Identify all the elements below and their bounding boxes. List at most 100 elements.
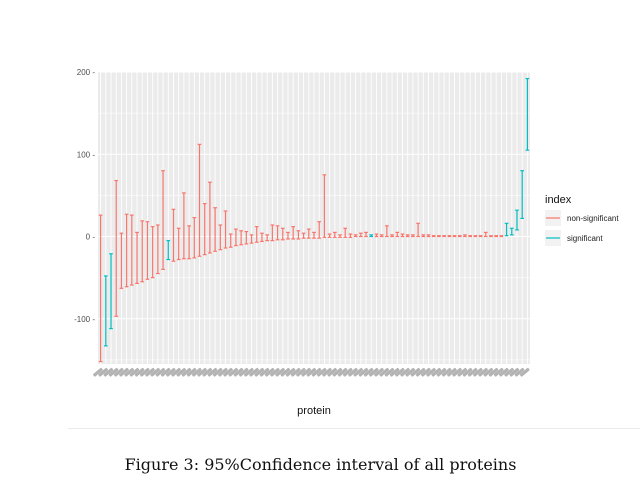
x-tick-label [467,367,478,377]
x-tick-label [379,367,390,377]
x-tick-label [457,367,468,377]
x-tick-label [316,367,327,377]
errorbar [338,234,342,238]
errorbar [400,233,405,238]
x-tick-label [358,367,369,377]
x-tick-label [473,367,483,377]
errorbar [140,220,145,283]
errorbar [202,203,207,256]
errorbar [359,232,363,238]
x-tick-label [478,367,488,377]
errorbar [343,227,348,238]
x-tick-label [441,367,452,377]
x-tick-label [374,367,384,377]
x-tick-label [296,367,306,377]
x-tick-label [150,367,161,377]
x-tick-label [353,367,363,377]
x-tick-label [270,367,280,377]
errorbar [161,170,165,271]
errorbar [416,222,420,238]
x-tick-label [509,367,520,377]
x-tick-label [504,367,514,377]
x-tick-label [311,367,322,377]
errorbar [280,227,285,241]
x-tick-label [108,367,119,377]
errorbar [520,170,525,220]
x-tick-label [129,367,140,377]
errorbar [431,235,436,238]
x-tick-label [301,367,311,377]
x-tick-label [447,367,457,377]
errorbar [286,231,290,240]
errorbar [306,228,311,239]
errorbar [395,231,400,238]
errorbar [218,224,223,251]
figure-caption: Figure 3: 95%Confidence interval of all … [124,455,517,474]
errorbar [468,235,472,238]
x-tick-label [488,367,499,377]
x-tick-label [410,367,421,377]
x-tick-label [285,367,296,377]
x-tick-label [119,367,129,377]
errorbar [447,235,452,238]
caption-divider [68,428,640,429]
errorbar [317,221,322,239]
legend: index non-significant significant [545,194,619,246]
x-axis-tick-labels [93,367,530,377]
errorbar [301,232,306,239]
y-tick-label: 200 - [77,68,96,77]
x-tick-label [254,367,265,377]
errorbar [182,192,186,260]
x-tick-label [420,367,431,377]
x-tick-label [280,367,291,377]
x-tick-label [259,367,270,377]
x-tick-label [306,367,317,377]
errorbar [208,181,212,254]
errorbar [265,234,269,242]
errorbar [223,210,228,249]
errorbar [254,226,259,243]
x-tick-label [171,367,181,377]
x-tick-label [238,367,249,377]
errorbar [437,235,441,238]
legend-title: index [545,194,572,206]
legend-label-non-significant: non-significant [567,214,619,223]
errorbar [374,233,379,238]
errorbar [296,230,301,240]
x-tick-label [264,367,275,377]
x-tick-label [160,367,171,377]
errorbar [411,234,415,238]
errorbar [473,235,478,238]
errorbar [150,226,155,279]
x-tick-label [165,367,176,377]
x-tick-label [405,367,416,377]
grid-layer [98,71,530,364]
errorbar [483,231,488,238]
errorbar [463,234,467,238]
errorbar [405,234,410,238]
x-tick-label [233,367,244,377]
x-tick-label [431,367,442,377]
errorbar [176,227,181,261]
errorbar [109,253,113,330]
errorbar [312,231,316,239]
x-tick-label [249,367,259,377]
x-tick-label [197,367,207,377]
x-tick-label [181,367,192,377]
errorbar [442,235,446,238]
errorbar [166,240,171,261]
errorbar [332,231,337,238]
x-tick-label [322,367,332,377]
x-tick-label [363,367,374,377]
errorbar [213,207,217,252]
errorbar [260,232,264,243]
chart-svg: 200 - 100 - 0 - -100 - protein index non-si… [74,68,619,417]
errorbar [327,233,332,238]
x-tick-label [191,367,202,377]
x-tick-label [415,367,426,377]
x-tick-label [400,367,410,377]
errorbar [103,275,108,347]
x-tick-label [275,367,285,377]
errorbar [249,234,254,244]
errorbar [515,209,519,231]
